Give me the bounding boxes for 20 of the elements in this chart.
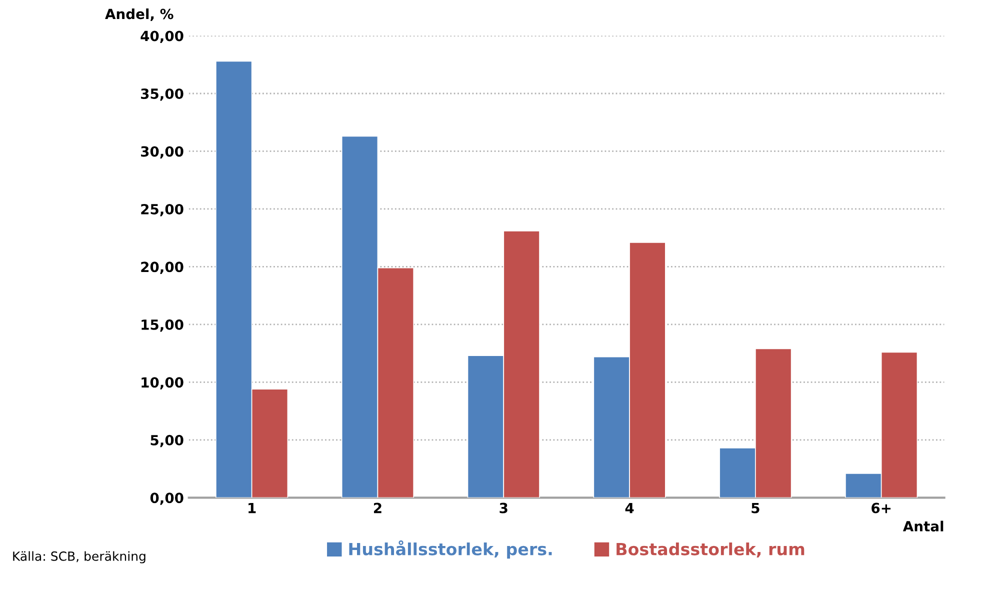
y-tick-label: 10,00	[142, 377, 184, 390]
y-tick-label: 30,00	[141, 146, 184, 158]
y-tick-label: 20,00	[141, 262, 184, 274]
x-tick-label: 5	[752, 502, 760, 514]
y-tick-label: 40,00	[140, 30, 184, 44]
y-axis-title: Andel, %	[105, 8, 174, 21]
x-tick-label: 4	[625, 502, 634, 514]
legend-label: Bostadsstorlek, rum	[616, 542, 804, 558]
x-tick-label: 1	[248, 502, 256, 514]
text: Källa: SCB, beräkning	[13, 551, 146, 564]
y-tick-label: 35,00	[141, 88, 184, 101]
y-tick-label: 15,00	[142, 319, 184, 332]
x-tick-label: 2	[374, 502, 382, 514]
x-axis-title: Antal	[902, 520, 944, 532]
y-tick-label: 25,00	[141, 204, 184, 216]
y-tick-label: 0,00	[150, 492, 184, 505]
y-tick-label: 5,00	[150, 434, 184, 448]
x-tick-label: 6+	[872, 502, 891, 514]
legend-label: Hushållsstorlek, pers.	[349, 540, 552, 559]
x-tick-label: 3	[500, 502, 508, 514]
